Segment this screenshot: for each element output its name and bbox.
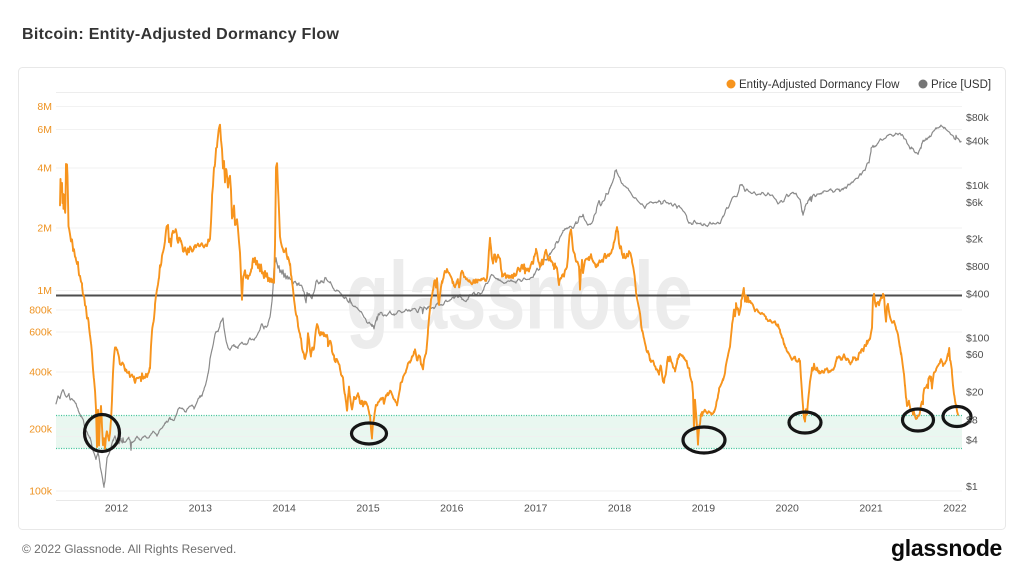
svg-text:2022: 2022 xyxy=(943,503,967,515)
svg-text:$400: $400 xyxy=(966,289,990,301)
svg-text:Price [USD]: Price [USD] xyxy=(931,79,991,91)
svg-text:200k: 200k xyxy=(29,424,53,436)
svg-text:400k: 400k xyxy=(29,367,53,379)
svg-text:2017: 2017 xyxy=(524,503,548,515)
svg-text:$60: $60 xyxy=(966,349,984,361)
svg-text:4M: 4M xyxy=(37,163,52,175)
svg-text:100k: 100k xyxy=(29,486,53,498)
svg-text:Entity-Adjusted Dormancy Flow: Entity-Adjusted Dormancy Flow xyxy=(739,79,900,91)
svg-text:$800: $800 xyxy=(966,261,990,273)
svg-text:$100: $100 xyxy=(966,333,990,345)
svg-text:$20: $20 xyxy=(966,387,984,399)
svg-text:2018: 2018 xyxy=(608,503,632,515)
svg-text:2016: 2016 xyxy=(440,503,464,515)
svg-text:600k: 600k xyxy=(29,327,53,339)
svg-text:$40k: $40k xyxy=(966,136,990,148)
svg-text:2013: 2013 xyxy=(189,503,213,515)
svg-text:$2k: $2k xyxy=(966,234,984,246)
svg-text:$4: $4 xyxy=(966,435,978,447)
svg-text:2014: 2014 xyxy=(273,503,297,515)
svg-text:8M: 8M xyxy=(37,101,52,113)
svg-text:2M: 2M xyxy=(37,223,52,235)
svg-text:$6k: $6k xyxy=(966,197,984,209)
svg-text:1M: 1M xyxy=(37,285,52,297)
svg-text:2020: 2020 xyxy=(776,503,800,515)
svg-text:$8: $8 xyxy=(966,415,978,427)
svg-text:$1: $1 xyxy=(966,481,978,493)
svg-text:$10k: $10k xyxy=(966,180,990,192)
svg-text:2015: 2015 xyxy=(356,503,380,515)
svg-text:2019: 2019 xyxy=(692,503,716,515)
svg-text:800k: 800k xyxy=(29,305,53,317)
svg-text:2012: 2012 xyxy=(105,503,129,515)
svg-text:2021: 2021 xyxy=(859,503,883,515)
svg-text:6M: 6M xyxy=(37,124,52,136)
svg-text:$80k: $80k xyxy=(966,112,990,124)
